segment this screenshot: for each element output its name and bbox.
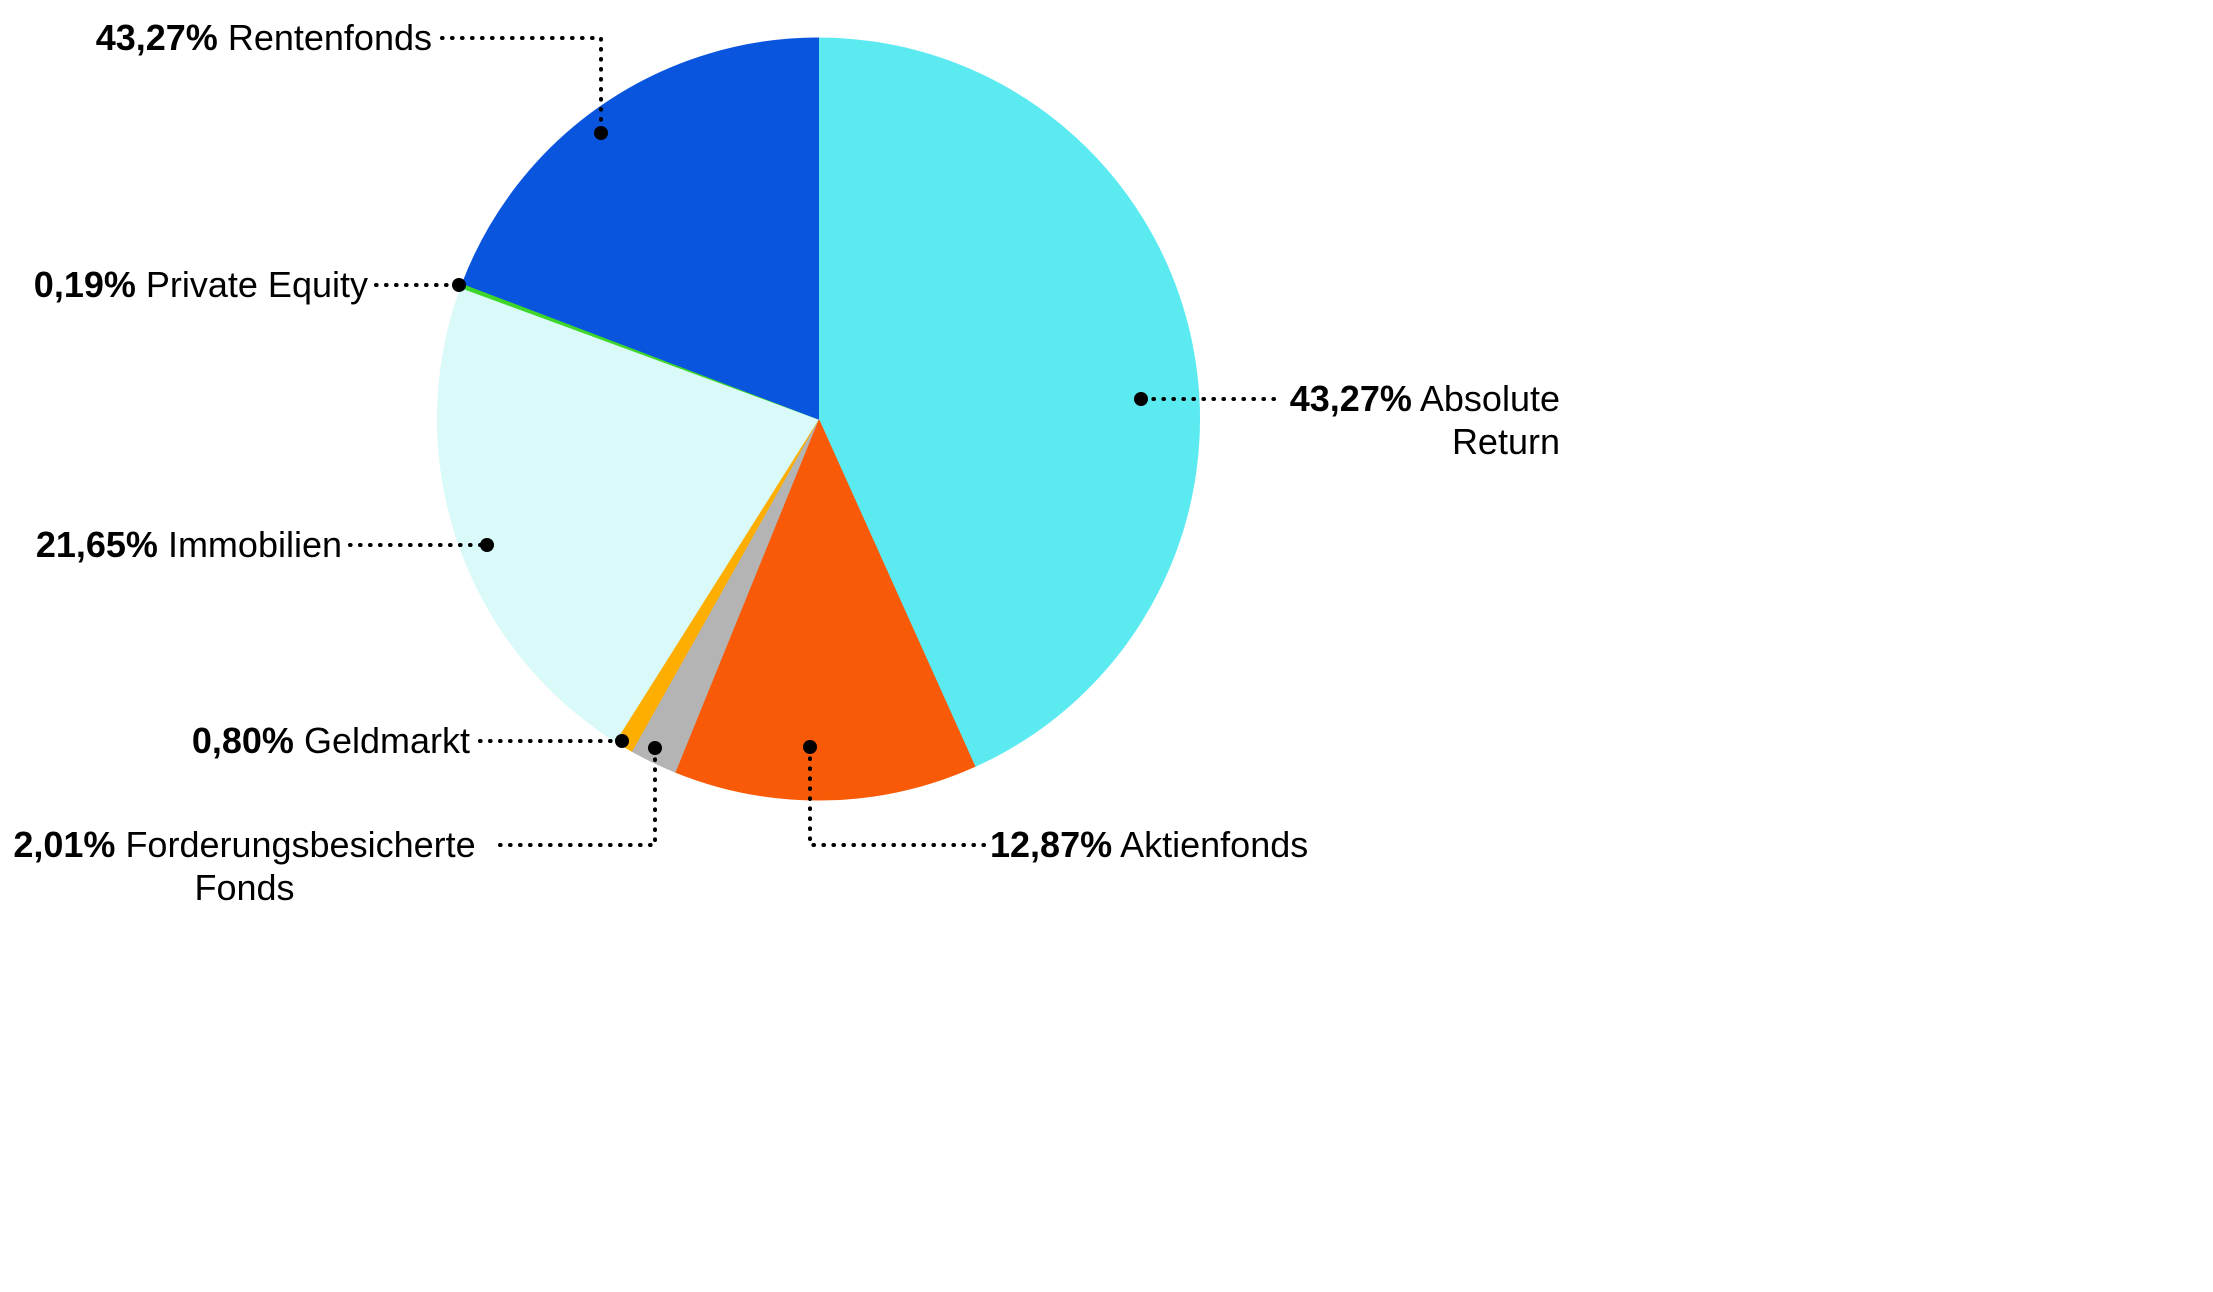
label-absolute-return-percent: 43,27% bbox=[1289, 378, 1412, 419]
label-absolute-return: 43,27% Absolute Return bbox=[1260, 377, 1560, 463]
label-rentenfonds: 43,27% Rentenfonds bbox=[22, 16, 432, 59]
pie-slice-immobilien bbox=[437, 287, 820, 743]
leader-line-aktienfonds bbox=[808, 753, 986, 847]
pie-slice-rentenfonds bbox=[461, 37, 819, 420]
label-forderungsbesicherte-fonds-name: Forderungsbesicherte Fonds bbox=[125, 824, 476, 908]
label-absolute-return-name: Absolute Return bbox=[1419, 378, 1560, 462]
label-aktienfonds: 12,87% Aktienfonds bbox=[990, 823, 1410, 866]
pie-slices bbox=[437, 37, 1200, 801]
label-forderungsbesicherte-fonds: 2,01% Forderungsbesicherte Fonds bbox=[0, 823, 497, 909]
callout-dot-aktienfonds bbox=[803, 740, 817, 754]
pie-slice-absolute-return bbox=[818, 37, 1200, 768]
callout-dot-geldmarkt bbox=[615, 734, 629, 748]
callout-dot-rentenfonds bbox=[594, 126, 608, 140]
label-immobilien-name: Immobilien bbox=[167, 524, 342, 565]
label-immobilien: 21,65% Immobilien bbox=[12, 523, 342, 566]
label-rentenfonds-percent: 43,27% bbox=[95, 17, 218, 58]
label-rentenfonds-name: Rentenfonds bbox=[227, 17, 432, 58]
label-geldmarkt: 0,80% Geldmarkt bbox=[140, 719, 470, 762]
label-private-equity-name: Private Equity bbox=[145, 264, 368, 305]
label-aktienfonds-name: Aktienfonds bbox=[1120, 824, 1309, 865]
label-private-equity: 0,19% Private Equity bbox=[8, 263, 368, 306]
label-geldmarkt-name: Geldmarkt bbox=[303, 720, 470, 761]
label-geldmarkt-percent: 0,80% bbox=[191, 720, 294, 761]
label-aktienfonds-percent: 12,87% bbox=[990, 824, 1113, 865]
label-forderungsbesicherte-fonds-percent: 2,01% bbox=[13, 824, 116, 865]
callout-dot-immobilien bbox=[480, 538, 494, 552]
label-immobilien-percent: 21,65% bbox=[35, 524, 158, 565]
callout-dot-forderungsbesicherte-fonds bbox=[648, 741, 662, 755]
callout-dots bbox=[452, 126, 1148, 755]
label-private-equity-percent: 0,19% bbox=[33, 264, 136, 305]
callout-dot-private-equity bbox=[452, 278, 466, 292]
leader-line-rentenfonds bbox=[440, 36, 603, 128]
leader-line-forderungsbesicherte-fonds bbox=[498, 754, 657, 847]
callout-dot-absolute-return bbox=[1134, 392, 1148, 406]
callout-leaders bbox=[348, 36, 1276, 847]
pie-slice-aktienfonds bbox=[674, 417, 976, 801]
